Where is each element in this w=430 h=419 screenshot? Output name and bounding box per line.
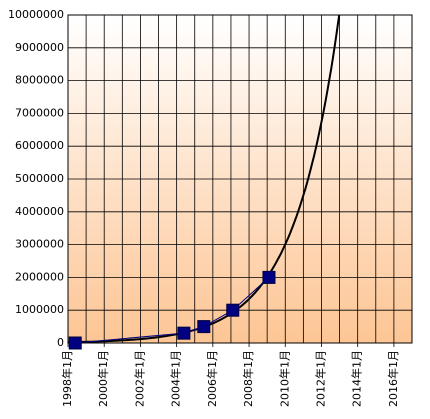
y-tick-label: 10000000	[8, 8, 64, 21]
y-tick-label: 3000000	[15, 238, 64, 251]
x-tick-label: 2002年1月	[132, 350, 146, 407]
marker	[177, 326, 191, 340]
trendline	[68, 15, 341, 343]
y-tick-label: 4000000	[15, 205, 64, 218]
y-tick-label: 7000000	[15, 106, 64, 119]
y-tick-label: 0	[57, 336, 64, 349]
y-tick-label: 8000000	[15, 74, 64, 87]
marker	[226, 303, 240, 317]
x-tick-label: 2006年1月	[205, 350, 219, 407]
y-tick-label: 6000000	[15, 139, 64, 152]
marker	[197, 320, 211, 334]
x-tick-label: 2000年1月	[96, 350, 110, 407]
x-tick-label: 1998年1月	[60, 350, 74, 407]
y-tick-label: 1000000	[15, 303, 64, 316]
marker	[262, 270, 276, 284]
y-tick-label: 9000000	[15, 41, 64, 54]
marker	[68, 336, 82, 350]
x-tick-label: 2014年1月	[350, 350, 364, 407]
y-tick-label: 5000000	[15, 172, 64, 185]
y-tick-label: 2000000	[15, 270, 64, 283]
x-tick-label: 2012年1月	[313, 350, 327, 407]
x-tick-label: 2008年1月	[241, 350, 255, 407]
x-tick-label: 2004年1月	[169, 350, 183, 407]
x-tick-label: 2016年1月	[386, 350, 400, 407]
x-tick-label: 2010年1月	[277, 350, 291, 407]
